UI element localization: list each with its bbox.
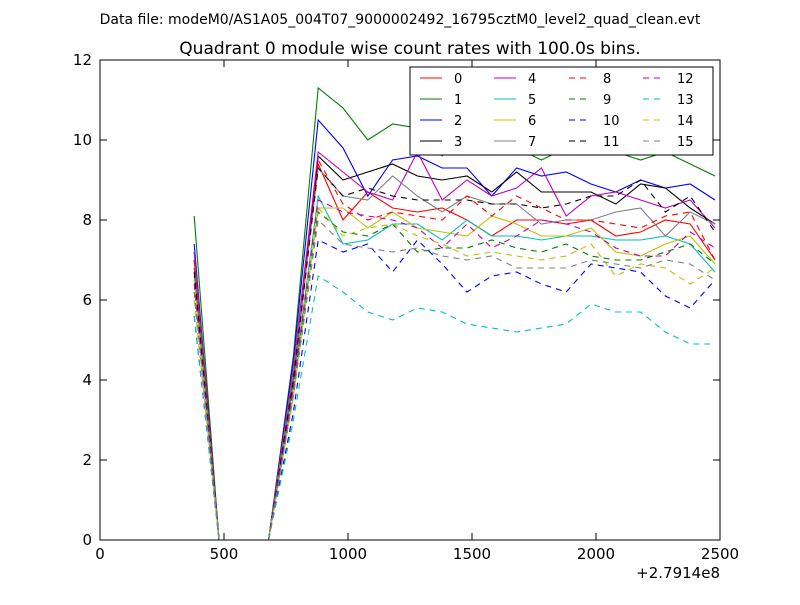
series-line-15 [193, 218, 716, 541]
x-tick-label: 2500 [701, 545, 739, 563]
legend-label-11: 11 [603, 135, 620, 150]
series-line-2 [193, 118, 716, 541]
y-tick-label: 0 [82, 531, 92, 549]
y-tick-label: 2 [82, 451, 92, 469]
series-line-14 [193, 206, 716, 541]
x-tick-label: 2000 [577, 545, 615, 563]
y-tick-label: 6 [82, 291, 92, 309]
legend-label-2: 2 [454, 114, 462, 129]
series-line-12 [193, 199, 716, 541]
figure-suptitle: Data file: modeM0/AS1A05_004T07_90000024… [100, 12, 701, 28]
x-axis-ticks: 0 500 1000 1500 2000 2500 [95, 60, 739, 563]
legend-label-8: 8 [603, 72, 611, 87]
legend-label-10: 10 [603, 114, 620, 129]
chart-title: Quadrant 0 module wise count rates with … [179, 39, 640, 59]
legend-label-1: 1 [454, 93, 462, 108]
series-line-7 [193, 166, 716, 541]
series-line-11 [193, 166, 716, 541]
y-tick-label: 8 [82, 211, 92, 229]
legend-label-13: 13 [677, 93, 694, 108]
series-line-9 [193, 210, 716, 541]
legend-frame [409, 66, 714, 156]
legend-label-5: 5 [528, 93, 536, 108]
series-line-13 [193, 275, 715, 541]
x-tick-label: 1000 [329, 545, 367, 563]
y-tick-label: 4 [82, 371, 92, 389]
x-tick-label: 0 [95, 545, 105, 563]
y-tick-label: 12 [73, 51, 92, 69]
legend-label-6: 6 [528, 114, 536, 129]
legend-label-12: 12 [677, 72, 694, 87]
legend-label-15: 15 [677, 135, 694, 150]
legend-label-3: 3 [454, 135, 462, 150]
legend-label-7: 7 [528, 135, 536, 150]
x-offset-label: +2.7914e8 [636, 564, 720, 582]
legend-label-14: 14 [677, 114, 694, 129]
x-tick-label: 1500 [453, 545, 491, 563]
series-line-10 [193, 239, 716, 541]
legend-label-4: 4 [528, 72, 536, 87]
x-tick-label: 500 [210, 545, 239, 563]
legend-label-0: 0 [454, 72, 462, 87]
legend-label-9: 9 [603, 93, 611, 108]
y-tick-label: 10 [73, 131, 92, 149]
